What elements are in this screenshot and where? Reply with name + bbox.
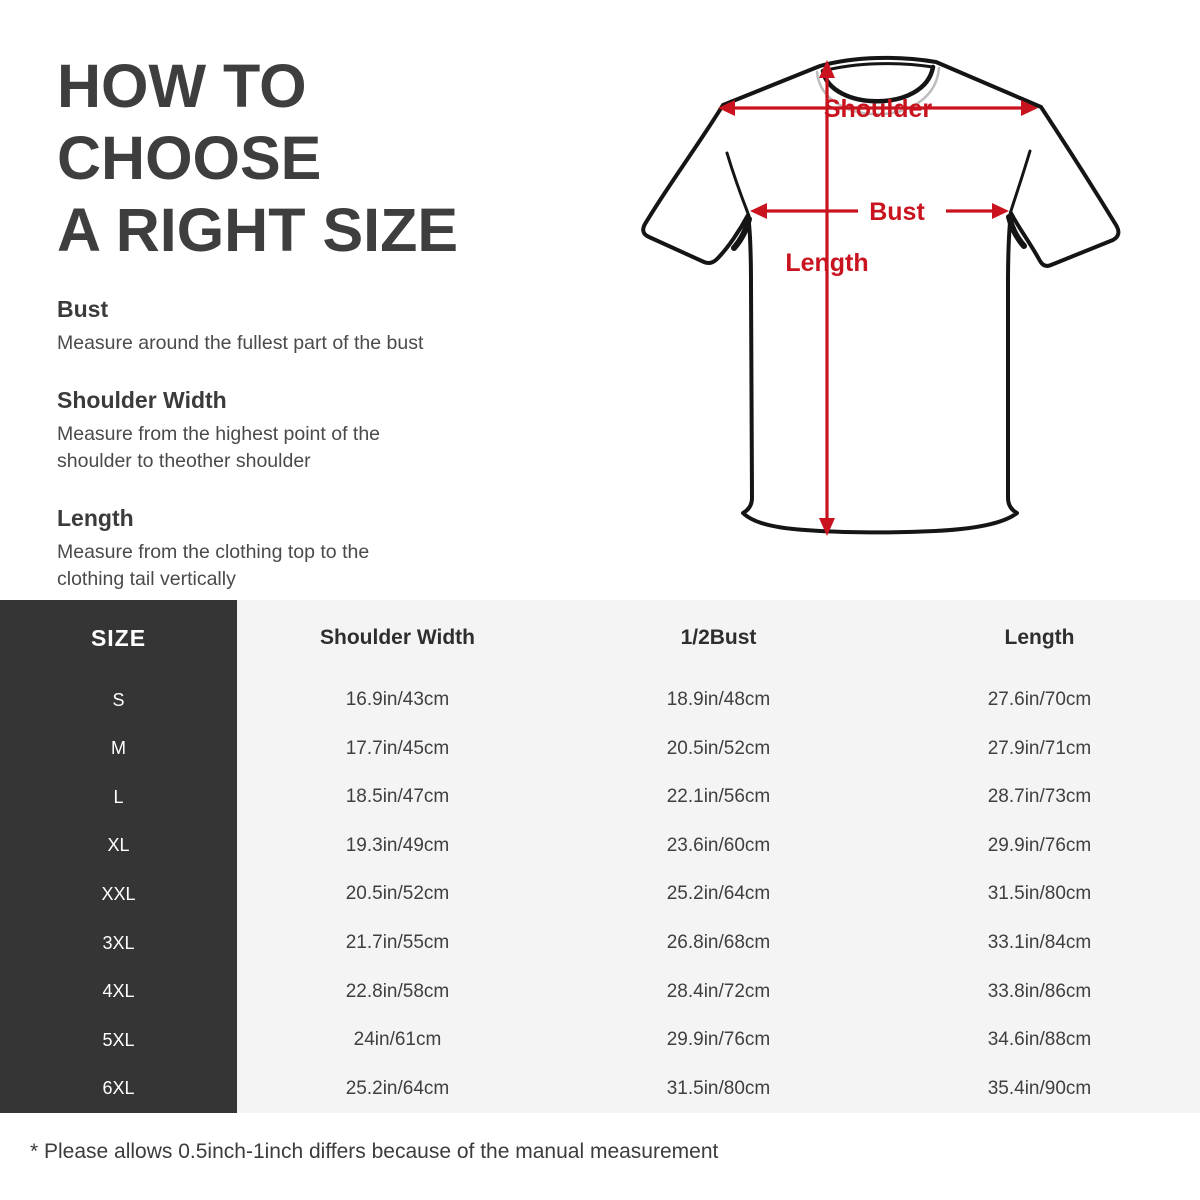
tshirt-diagram-svg: Shoulder Bust Length — [641, 55, 1121, 536]
table-cell-length: 31.5in/80cm — [879, 870, 1200, 919]
measurement-annotations: Shoulder Bust Length — [718, 60, 1038, 536]
table-cell-length: 27.9in/71cm — [879, 724, 1200, 774]
page-title: HOW TO CHOOSE A RIGHT SIZE — [57, 50, 527, 266]
table-cell-shoulder-width: 17.7in/45cm — [237, 724, 558, 774]
instruction-shoulder-text-line1: Measure from the highest point of the — [57, 423, 381, 445]
table-cell-shoulder-width: 22.8in/58cm — [237, 967, 558, 1016]
table-header-size: SIZE — [0, 600, 237, 676]
table-row-size: 3XL — [0, 918, 237, 968]
shoulder-arrow — [718, 100, 1038, 116]
collar-shadow — [815, 66, 941, 116]
left-armpit-fold — [731, 216, 752, 251]
table-row-size: XXL — [0, 870, 237, 919]
instructions-panel: HOW TO CHOOSE A RIGHT SIZE Bust Measure … — [57, 50, 527, 593]
table-cell-half-bust: 26.8in/68cm — [558, 918, 879, 968]
table-header-half-bust: 1/2Bust — [558, 600, 879, 676]
bust-arrow — [750, 203, 1009, 219]
table-cell-half-bust: 18.9in/48cm — [558, 676, 879, 725]
table-cell-shoulder-width: 19.3in/49cm — [237, 821, 558, 871]
table-cell-shoulder-width: 21.7in/55cm — [237, 918, 558, 968]
measurement-disclaimer: * Please allows 0.5inch-1inch differs be… — [30, 1140, 719, 1163]
table-cell-shoulder-width: 16.9in/43cm — [237, 676, 558, 725]
table-row-size: 4XL — [0, 967, 237, 1016]
collar-band — [821, 62, 935, 73]
table-cell-length: 28.7in/73cm — [879, 773, 1200, 822]
table-cell-length: 33.8in/86cm — [879, 967, 1200, 1016]
table-header-length: Length — [879, 600, 1200, 676]
table-row-size: 6XL — [0, 1064, 237, 1113]
table-cell-length: 33.1in/84cm — [879, 918, 1200, 968]
page-title-line1: HOW TO CHOOSE — [57, 52, 322, 192]
size-table: SIZE Shoulder Width 1/2Bust Length S 16.… — [0, 600, 1200, 1113]
instruction-bust-heading: Bust — [57, 296, 109, 322]
tshirt-outline — [641, 55, 1121, 535]
table-row-size: XL — [0, 821, 237, 871]
instruction-length-heading: Length — [57, 505, 134, 531]
instruction-bust-text: Measure around the fullest part of the b… — [57, 332, 424, 354]
collar-opening — [820, 64, 936, 104]
instruction-length-text-line1: Measure from the clothing top to the — [57, 541, 370, 563]
table-cell-shoulder-width: 24in/61cm — [237, 1015, 558, 1065]
table-cell-half-bust: 25.2in/64cm — [558, 870, 879, 919]
table-cell-length: 34.6in/88cm — [879, 1015, 1200, 1065]
table-row-size: 5XL — [0, 1015, 237, 1065]
table-cell-length: 27.6in/70cm — [879, 676, 1200, 725]
right-armhole-seam — [1008, 149, 1032, 216]
table-cell-half-bust: 23.6in/60cm — [558, 821, 879, 871]
instruction-shoulder-text-line2: shoulder to theother shoulder — [57, 450, 311, 472]
page-title-line2: A RIGHT SIZE — [57, 196, 459, 264]
table-cell-shoulder-width: 25.2in/64cm — [237, 1064, 558, 1113]
tshirt-measurement-diagram: Shoulder Bust Length — [600, 20, 1200, 580]
length-arrow — [819, 60, 835, 536]
table-row-size: L — [0, 773, 237, 822]
instruction-length-text-line2: clothing tail vertically — [57, 568, 236, 590]
table-cell-half-bust: 29.9in/76cm — [558, 1015, 879, 1065]
table-cell-half-bust: 22.1in/56cm — [558, 773, 879, 822]
instruction-length: Length Measure from the clothing top to … — [57, 504, 527, 593]
table-cell-half-bust: 20.5in/52cm — [558, 724, 879, 774]
instruction-bust: Bust Measure around the fullest part of … — [57, 295, 527, 357]
table-cell-half-bust: 28.4in/72cm — [558, 967, 879, 1016]
instruction-shoulder-width: Shoulder Width Measure from the highest … — [57, 386, 527, 475]
table-cell-length: 35.4in/90cm — [879, 1064, 1200, 1113]
table-cell-shoulder-width: 20.5in/52cm — [237, 870, 558, 919]
table-row-size: S — [0, 676, 237, 725]
left-armhole-seam — [725, 151, 751, 218]
shoulder-label: Shoulder — [824, 95, 933, 123]
right-armpit-fold — [1006, 214, 1027, 249]
table-header-shoulder-width: Shoulder Width — [237, 600, 558, 676]
table-cell-shoulder-width: 18.5in/47cm — [237, 773, 558, 822]
instruction-shoulder-heading: Shoulder Width — [57, 387, 227, 413]
table-row-size: M — [0, 724, 237, 774]
length-label: Length — [785, 249, 868, 277]
table-cell-half-bust: 31.5in/80cm — [558, 1064, 879, 1113]
bust-label: Bust — [869, 198, 925, 226]
table-cell-length: 29.9in/76cm — [879, 821, 1200, 871]
